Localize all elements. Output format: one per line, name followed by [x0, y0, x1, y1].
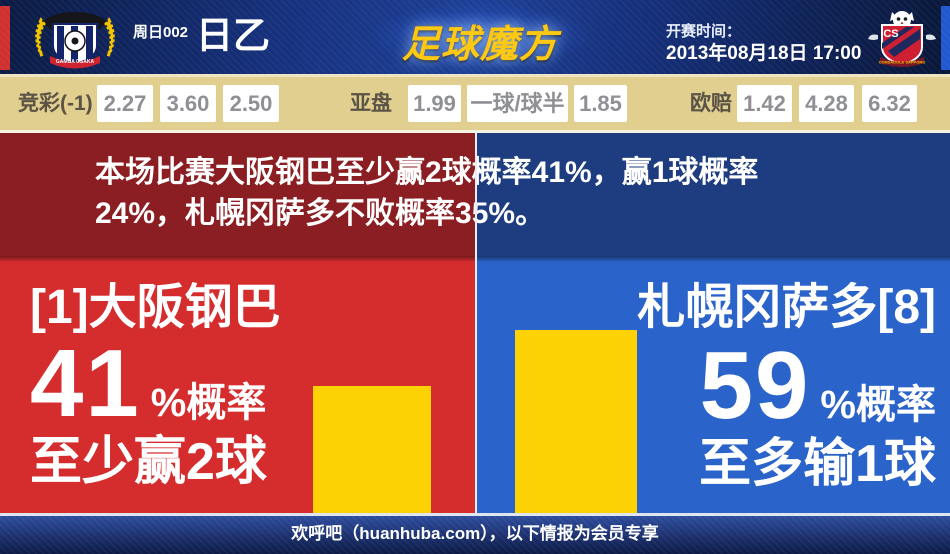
consadole-sapporo-crest-icon: CS CONSADOLE SAPPORO	[868, 11, 936, 67]
jingcai-draw-odds: 3.60	[160, 85, 216, 122]
home-probability-suffix: %概率	[150, 381, 267, 425]
summary-text: 本场比赛大阪钢巴至少赢2球概率41%，赢1球概率 24%，札幌冈萨多不败概率35…	[95, 152, 925, 234]
jingcai-away-odds: 2.50	[223, 85, 279, 122]
sapporo-ribbon-text: CONSADOLE SAPPORO	[879, 60, 926, 65]
home-outcome: 至少赢2球	[30, 433, 267, 491]
summary-band-red-half	[0, 130, 475, 256]
away-probability-bar	[515, 330, 637, 513]
asian-handicap-value: 一球/球半	[467, 85, 568, 122]
euro-home-odds: 1.42	[737, 85, 792, 122]
match-header: GAMBA OSAKA 周日002 日乙 足球魔方 开赛时间： 2013年08月…	[0, 0, 950, 74]
odds-bar: 竞彩(-1) 2.27 3.60 2.50 亚盘 1.99 一球/球半 1.85…	[0, 77, 950, 130]
site-logo: 足球魔方	[401, 24, 558, 66]
euro-odds-label: 欧赔	[690, 92, 732, 115]
footer-separator	[0, 513, 950, 516]
match-code: 周日002	[133, 24, 189, 41]
right-edge-strip	[941, 6, 950, 70]
summary-line-1: 本场比赛大阪钢巴至少赢2球概率41%，赢1球概率	[95, 156, 759, 189]
away-probability-value: 59	[699, 332, 811, 439]
home-team-name: [1]大阪钢巴	[30, 281, 281, 334]
home-probability-line: 41 %概率	[30, 336, 266, 432]
home-panel: [1]大阪钢巴 41 %概率 至少赢2球	[0, 256, 475, 513]
summary-band: 本场比赛大阪钢巴至少赢2球概率41%，赢1球概率 24%，札幌冈萨多不败概率35…	[0, 130, 950, 256]
kickoff-label: 开赛时间：	[666, 23, 742, 40]
asian-home-odds: 1.99	[408, 85, 461, 122]
home-probability-value: 41	[30, 330, 141, 437]
center-divider	[475, 130, 477, 513]
euro-draw-odds: 4.28	[799, 85, 854, 122]
left-edge-strip	[0, 6, 10, 70]
jingcai-home-odds: 2.27	[97, 85, 153, 122]
euro-away-odds: 6.32	[862, 85, 917, 122]
summary-band-blue-half	[475, 130, 950, 256]
probability-panels: [1]大阪钢巴 41 %概率 至少赢2球 札幌冈萨多[8] 59 %概率 至多输1球	[0, 256, 950, 513]
header-separator	[0, 74, 950, 77]
asian-handicap-label: 亚盘	[350, 92, 392, 115]
footer-promo-banner[interactable]: 欢呼吧（huanhuba.com），以下情报为会员专享	[0, 516, 950, 554]
away-probability-suffix: %概率	[820, 383, 936, 427]
asian-away-odds: 1.85	[574, 85, 627, 122]
sapporo-initials: CS	[883, 28, 898, 40]
kickoff-time: 2013年08月18日 17:00	[666, 43, 862, 64]
away-probability-line: 59 %概率	[700, 338, 936, 434]
away-team-name: 札幌冈萨多[8]	[637, 281, 936, 334]
summary-line-2: 24%，札幌冈萨多不败概率35%。	[95, 197, 546, 230]
away-outcome: 至多输1球	[699, 435, 936, 493]
home-probability-bar	[313, 386, 431, 513]
jingcai-label: 竞彩(-1)	[18, 92, 93, 115]
gamba-ribbon-text: GAMBA OSAKA	[56, 59, 95, 65]
gamba-osaka-crest-icon: GAMBA OSAKA	[35, 12, 115, 69]
league-name: 日乙	[196, 15, 270, 56]
